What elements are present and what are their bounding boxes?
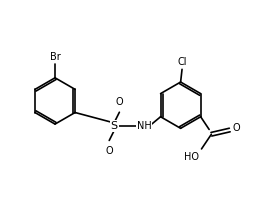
Text: Cl: Cl — [177, 57, 187, 67]
Text: Br: Br — [50, 52, 60, 62]
Text: HO: HO — [184, 152, 199, 162]
Text: S: S — [111, 121, 118, 131]
Text: O: O — [116, 97, 123, 106]
Text: NH: NH — [137, 121, 151, 131]
Text: O: O — [105, 146, 113, 156]
Text: O: O — [233, 123, 240, 133]
